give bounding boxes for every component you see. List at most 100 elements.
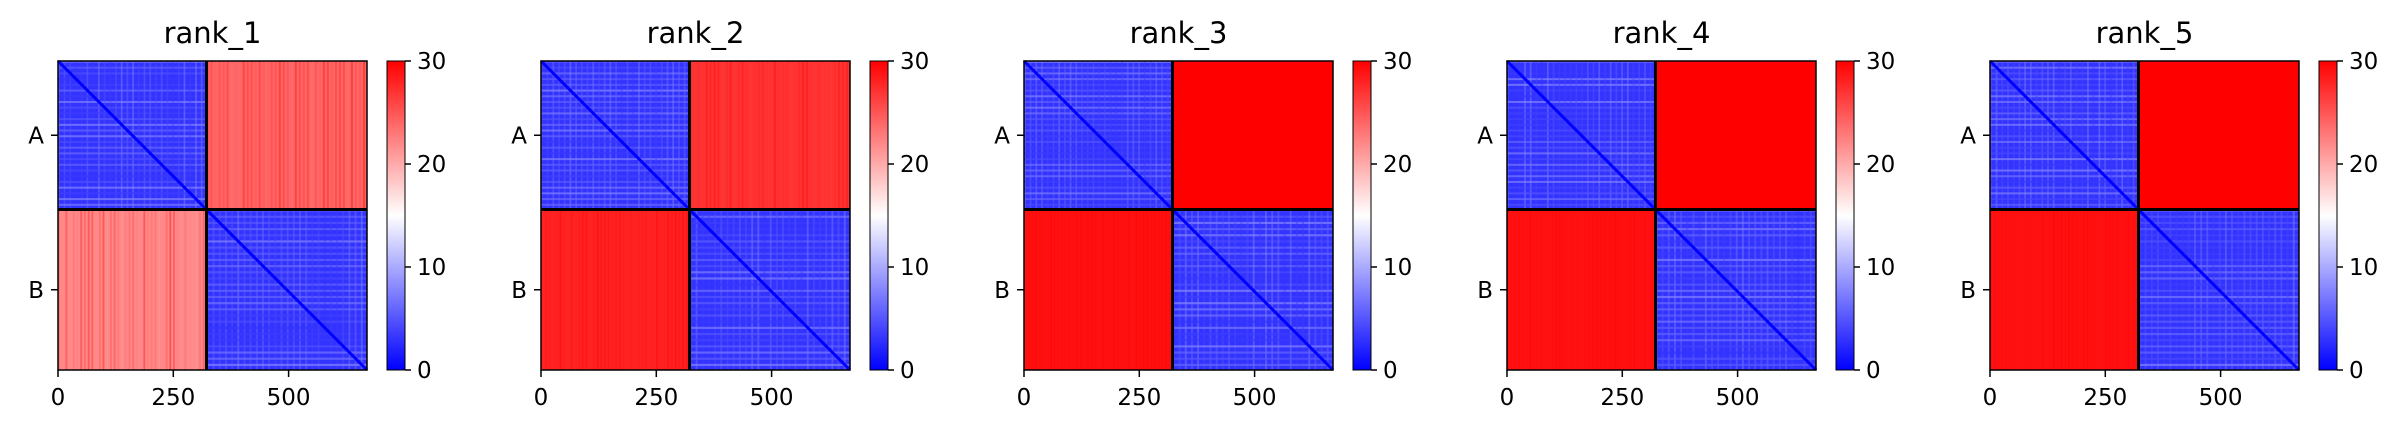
intra-chain-band	[1609, 61, 1612, 210]
inter-chain-stripe	[334, 61, 337, 210]
inter-chain-stripe	[548, 209, 551, 370]
intra-chain-band	[1172, 277, 1333, 280]
intra-chain-band	[2231, 209, 2233, 370]
intra-chain-band	[1155, 61, 1158, 210]
inter-chain-stripe	[83, 209, 86, 370]
inter-chain-stripe	[354, 61, 357, 210]
intra-chain-band	[563, 61, 566, 210]
intra-chain-band	[86, 61, 89, 210]
intra-chain-band	[1277, 209, 1280, 370]
intra-chain-band	[541, 169, 690, 172]
intra-chain-band	[311, 209, 314, 370]
intra-chain-band	[2138, 240, 2299, 243]
inter-chain-stripe	[1566, 209, 1569, 370]
y-tick-label: A	[1477, 123, 1493, 149]
intra-chain-band	[206, 228, 367, 231]
intra-chain-band	[541, 203, 690, 206]
y-tick-label: A	[994, 123, 1010, 149]
intra-chain-band	[1507, 123, 1656, 126]
inter-chain-stripe	[1529, 209, 1532, 370]
intra-chain-band	[1086, 61, 1089, 210]
intra-chain-band	[620, 61, 623, 210]
colorbar	[869, 60, 889, 371]
intra-chain-band	[660, 61, 663, 210]
intra-chain-band	[109, 61, 112, 210]
intra-chain-band	[360, 209, 363, 370]
inter-chain-stripe	[753, 61, 756, 210]
inter-chain-stripe	[298, 61, 301, 210]
intra-chain-band	[1063, 61, 1066, 210]
inter-chain-stripe	[777, 61, 780, 210]
inter-chain-stripe	[611, 209, 614, 370]
intra-chain-band	[58, 66, 207, 69]
intra-chain-band	[586, 61, 589, 210]
intra-chain-band	[689, 228, 850, 231]
inter-chain-stripe	[294, 61, 297, 210]
inter-chain-stripe	[87, 209, 90, 370]
intra-chain-band	[1655, 302, 1816, 305]
intra-chain-band	[1024, 186, 1173, 189]
inter-chain-stripe	[143, 209, 146, 370]
intra-chain-band	[2268, 209, 2270, 370]
intra-chain-band	[2081, 61, 2084, 210]
heatmap-panels: rank_1 A B 0 250 500 0 10 20 30 rank_2 A B 0 250 500 0 10…	[28, 16, 2378, 411]
intra-chain-band	[149, 61, 152, 210]
intra-chain-band	[1314, 209, 1317, 370]
intra-chain-band	[2274, 209, 2277, 370]
x-tick-label: 0	[1500, 385, 1515, 411]
intra-chain-band	[2007, 61, 2009, 210]
intra-chain-band	[689, 277, 850, 280]
intra-chain-band	[1172, 363, 1333, 366]
intra-chain-band	[2138, 302, 2299, 305]
intra-chain-band	[541, 106, 690, 109]
intra-chain-band	[1172, 283, 1333, 286]
inter-chain-stripe	[559, 209, 562, 370]
intra-chain-band	[206, 265, 367, 268]
inter-chain-stripe	[574, 209, 577, 370]
intra-chain-band	[1990, 95, 2139, 98]
inter-chain-stripe	[633, 209, 636, 370]
plot-frame	[1989, 60, 2300, 371]
inter-chain-stripe	[1584, 209, 1587, 370]
inter-chain-stripe	[1607, 209, 1610, 370]
inter-chain-stripe	[91, 209, 94, 370]
intra-chain-band	[541, 175, 690, 178]
intra-chain-band	[183, 61, 186, 210]
inter-chain-stripe	[693, 61, 696, 210]
intra-chain-band	[1524, 61, 1526, 210]
intra-chain-band	[1172, 320, 1333, 323]
inter-chain-stripe	[274, 61, 277, 210]
intra-chain-band	[1024, 118, 1173, 121]
intra-chain-band	[1507, 78, 1656, 81]
intra-chain-band	[541, 95, 690, 98]
intra-chain-band	[1803, 209, 1806, 370]
intra-chain-band	[1326, 209, 1329, 370]
inter-chain-stripe	[618, 209, 621, 370]
inter-chain-stripe	[789, 61, 792, 210]
intra-chain-band	[2029, 61, 2032, 210]
inter-chain-stripe	[805, 61, 808, 210]
intra-chain-band	[609, 61, 612, 210]
inter-chain-stripe	[1640, 209, 1643, 370]
intra-chain-band	[1655, 215, 1816, 218]
inter-chain-stripe	[797, 61, 800, 210]
intra-chain-band	[1990, 192, 2139, 195]
x-tick-label: 0	[534, 385, 549, 411]
inter-chain-stripe	[793, 61, 796, 210]
intra-chain-band	[69, 61, 72, 210]
inter-chain-stripe	[2131, 209, 2133, 370]
intra-chain-band	[1172, 265, 1333, 268]
inter-chain-stripe	[1090, 209, 1093, 370]
intra-chain-band	[1132, 61, 1135, 210]
inter-chain-stripe	[187, 209, 190, 370]
inter-chain-stripe	[330, 61, 333, 210]
intra-chain-band	[1161, 61, 1163, 210]
intra-chain-band	[1024, 123, 1173, 126]
inter-chain-stripe	[1562, 209, 1565, 370]
inter-chain-stripe	[1547, 209, 1550, 370]
intra-chain-band	[541, 146, 690, 149]
intra-chain-band	[58, 78, 207, 81]
inter-chain-stripe	[1027, 209, 1030, 370]
inter-chain-stripe	[544, 209, 547, 370]
intra-chain-band	[206, 302, 367, 305]
